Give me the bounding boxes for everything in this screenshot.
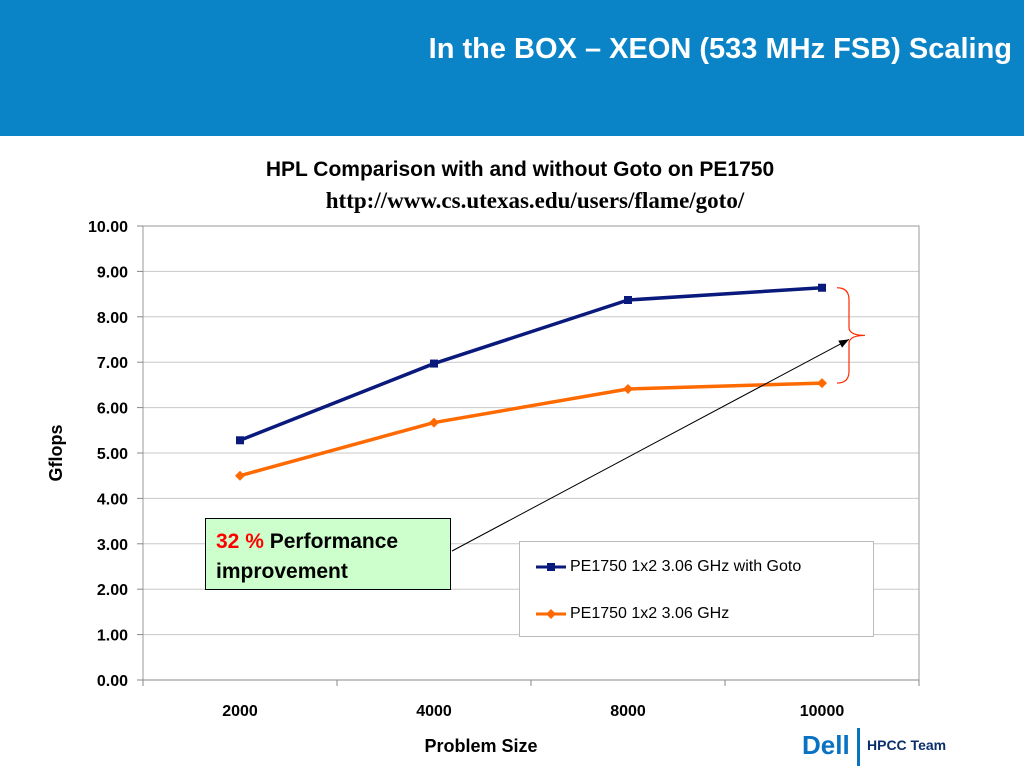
legend-label-baseline: PE1750 1x2 3.06 GHz — [570, 605, 730, 622]
legend-label-goto: PE1750 1x2 3.06 GHz with Goto — [570, 558, 802, 575]
x-tick-label: 8000 — [610, 703, 646, 720]
series-line-1 — [239, 381, 823, 478]
x-tick-label: 4000 — [416, 703, 452, 720]
y-tick-label: 2.00 — [97, 582, 128, 599]
y-tick-label: 10.00 — [88, 219, 128, 236]
annotation-percent: 32 % — [216, 530, 264, 553]
data-point-1 — [235, 470, 245, 481]
x-tick-label: 2000 — [222, 703, 258, 720]
y-tick-label: 7.00 — [97, 355, 128, 372]
y-axis: 0.00 1.00 2.00 3.00 4.00 5.00 6.00 7.00 8.00 9.00… — [88, 219, 143, 690]
annotation-box: 32 % Performance improvement — [205, 518, 451, 590]
difference-bracket — [836, 287, 866, 384]
legend-item-baseline: PE1750 1x2 3.06 GHz — [534, 604, 729, 624]
x-axis-title: Problem Size — [424, 736, 537, 756]
data-point-1 — [429, 417, 439, 428]
slide-title: In the BOX – XEON (533 MHz FSB) Scaling — [428, 33, 1012, 65]
logo-divider — [857, 728, 860, 766]
y-tick-label: 4.00 — [97, 491, 128, 508]
team-label: HPCC Team — [867, 737, 947, 753]
x-tick-label: 10000 — [800, 703, 845, 720]
y-tick-label: 9.00 — [97, 264, 128, 281]
data-point-1 — [817, 378, 827, 389]
bracket-path — [836, 287, 866, 384]
annotation-text-line2: improvement — [216, 560, 348, 583]
y-axis-title: Gflops — [46, 425, 66, 482]
data-point-0 — [818, 283, 826, 292]
annotation-arrow — [451, 338, 850, 552]
legend: PE1750 1x2 3.06 GHz with Goto PE1750 1x2… — [519, 541, 874, 637]
y-tick-label: 1.00 — [97, 628, 128, 645]
legend-swatch-baseline — [536, 609, 566, 619]
series-lines — [235, 283, 827, 481]
annotation-text-line1: Performance — [269, 530, 399, 553]
y-tick-label: 6.00 — [97, 401, 128, 418]
dell-logo: Dell — [802, 730, 850, 760]
y-tick-label: 8.00 — [97, 310, 128, 327]
legend-swatch-goto — [536, 563, 566, 571]
arrow-line — [451, 338, 850, 552]
chart-title: HPL Comparison with and without Goto on … — [265, 158, 775, 181]
x-axis: 2000 4000 8000 10000 — [142, 679, 920, 720]
series-line-0 — [239, 285, 823, 442]
title-banner — [0, 0, 1024, 136]
data-point-0 — [430, 359, 438, 368]
arrow-head — [838, 339, 849, 348]
data-point-0 — [236, 436, 244, 445]
y-tick-label: 5.00 — [97, 446, 128, 463]
data-point-1 — [623, 383, 633, 394]
legend-item-goto: PE1750 1x2 3.06 GHz with Goto — [534, 557, 801, 577]
chart-subtitle: http://www.cs.utexas.edu/users/flame/got… — [325, 188, 745, 213]
y-tick-label: 3.00 — [97, 537, 128, 554]
y-tick-label: 0.00 — [97, 673, 128, 690]
data-point-0 — [624, 296, 632, 305]
